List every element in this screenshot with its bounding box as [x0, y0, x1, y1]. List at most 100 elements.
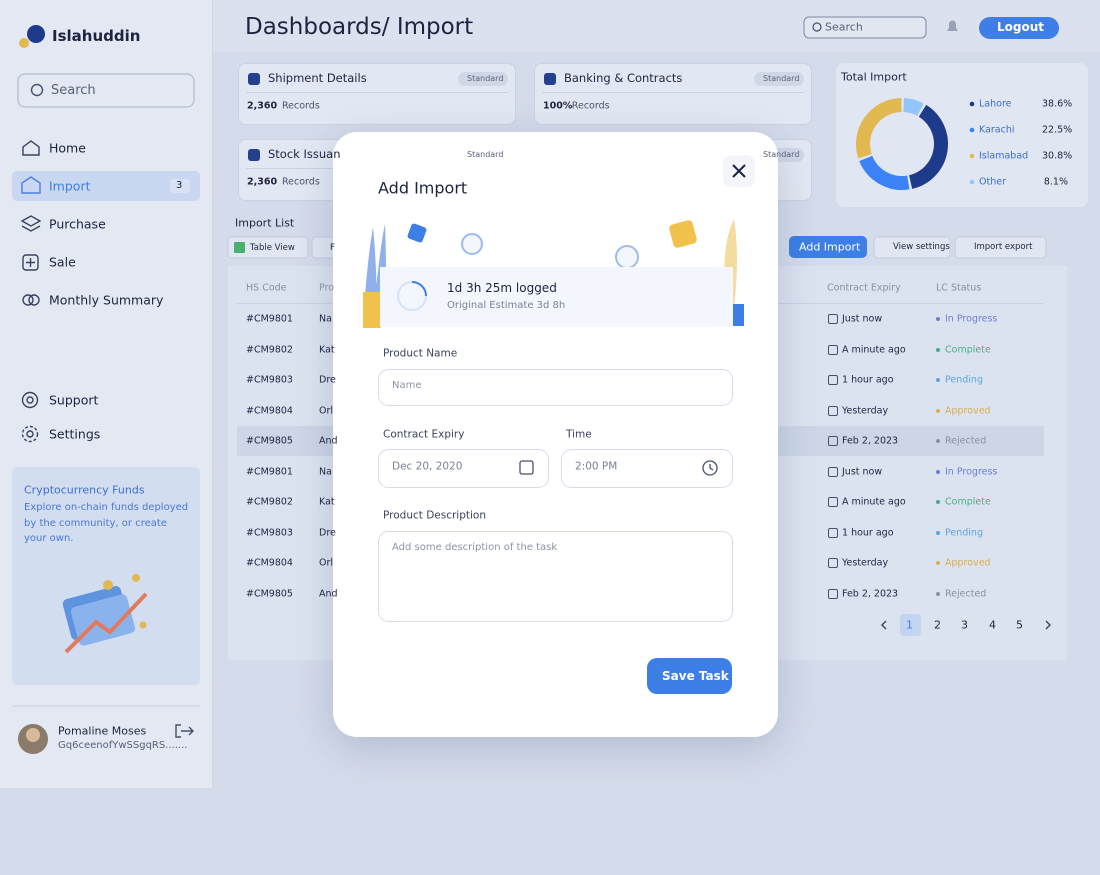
calendar-icon [519, 460, 534, 475]
status-dot [936, 378, 940, 382]
hs-code: #CM9802 [246, 343, 293, 355]
placeholder[interactable]: Name [392, 380, 422, 391]
logout-label[interactable]: Logout [997, 19, 1045, 34]
product-name: Orl [319, 404, 334, 416]
nav-item[interactable]: Settings [49, 426, 101, 442]
card-tag: Standard [467, 74, 504, 84]
time-input[interactable] [561, 449, 733, 488]
nav-item[interactable]: Support [49, 392, 99, 408]
legend-dot [969, 101, 975, 107]
calendar-icon [828, 558, 838, 568]
hs-code: #CM9801 [246, 313, 293, 325]
legend-value: 38.6% [1042, 98, 1073, 110]
logout-button[interactable] [979, 17, 1059, 39]
product-name: Dre [319, 374, 336, 386]
time-value[interactable]: 2:00 PM [575, 460, 618, 473]
nav-item[interactable]: Sale [49, 254, 76, 270]
export-label[interactable]: Import export [974, 241, 1033, 252]
view-label[interactable]: Table View [250, 242, 295, 253]
header-search-text: Search [825, 20, 863, 34]
card-divider [246, 92, 508, 93]
card-count: 2,360 [247, 100, 278, 112]
save-label[interactable]: Save Task [662, 668, 729, 683]
lc-status: Approved [945, 557, 991, 569]
save-button[interactable] [647, 658, 732, 694]
view-button[interactable] [227, 236, 309, 259]
status-dot [936, 530, 940, 535]
date-value[interactable]: Dec 20, 2020 [392, 460, 463, 473]
search-box [17, 73, 195, 108]
contract-expiry: Just now [842, 465, 883, 477]
hs-code: #CM9802 [246, 496, 293, 508]
name-input[interactable] [378, 369, 733, 406]
product-name: And [319, 435, 338, 447]
legend-label: Islamabad [979, 150, 1029, 162]
card-tag: Standard [763, 74, 800, 84]
product-name: Kat [319, 496, 335, 508]
legend-value: 30.8% [1042, 150, 1073, 162]
field-label: Time [566, 428, 592, 441]
export-button[interactable] [954, 236, 1047, 259]
lc-status: Pending [945, 526, 983, 538]
page-number[interactable]: 2 [934, 618, 941, 632]
product-name: Orl [319, 557, 334, 569]
card-tag: Standard [467, 150, 504, 160]
field-label: Contract Expiry [383, 428, 465, 441]
status-dot [936, 469, 940, 474]
close-icon [732, 164, 746, 178]
card-count: 2,360 [247, 176, 278, 188]
page-number[interactable]: 4 [989, 618, 996, 632]
date-input[interactable] [378, 449, 549, 488]
card-divider [542, 92, 804, 93]
lc-status: In Progress [945, 313, 998, 325]
section-title: Import List [235, 216, 295, 230]
promo-title: Cryptocurrency Funds [24, 483, 145, 497]
nav-item[interactable]: Import [49, 178, 91, 194]
legend-dot [969, 179, 975, 185]
nav-item[interactable]: Monthly Summary [49, 292, 164, 308]
filter-label[interactable]: F [330, 242, 335, 253]
hs-code: #CM9804 [246, 404, 293, 416]
settings-label[interactable]: View settings [893, 241, 950, 252]
description-input[interactable] [378, 531, 733, 622]
column-header: LC Status [936, 282, 982, 294]
logo [27, 25, 45, 43]
nav-item[interactable]: Home [49, 140, 86, 156]
card-title: Banking & Contracts [564, 71, 683, 86]
nav-badge: 3 [176, 180, 183, 191]
placeholder[interactable]: Add some description of the task [392, 542, 558, 553]
field-label: Product Name [383, 347, 458, 360]
logout-icon [175, 724, 194, 738]
header-search [803, 16, 927, 39]
panel-title: Total Import [841, 70, 907, 84]
contract-expiry: A minute ago [842, 496, 906, 508]
time-logged: 1d 3h 25m logged [447, 280, 557, 295]
page-number[interactable]: 5 [1016, 618, 1023, 632]
card-tag: Standard [763, 150, 800, 160]
add-import-label[interactable]: Add Import [799, 240, 861, 254]
settings-button[interactable] [873, 236, 951, 259]
field-label: Product Description [383, 509, 487, 522]
contract-expiry: Just now [842, 313, 883, 325]
add-import-button[interactable] [789, 236, 867, 258]
search-icon [812, 22, 822, 32]
card-tag-bg [458, 72, 508, 86]
lc-status: Rejected [945, 587, 987, 599]
promo-illustration [62, 574, 148, 654]
page-arrows [881, 620, 1051, 630]
contract-expiry: Feb 2, 2023 [842, 587, 899, 599]
modal-decor [363, 155, 755, 694]
nav-item[interactable]: Purchase [49, 216, 106, 232]
page-number[interactable]: 1 [906, 618, 913, 632]
nav-icons [20, 140, 42, 443]
card-icon [544, 73, 556, 85]
contract-expiry: A minute ago [842, 343, 906, 355]
page-title: Dashboards/ Import [245, 14, 474, 41]
column-header: Contract Expiry [827, 282, 901, 294]
status-dot [936, 347, 940, 352]
page-number[interactable]: 3 [961, 618, 968, 632]
donut-segment [856, 98, 902, 159]
logo [19, 38, 29, 48]
lc-status: Complete [945, 343, 991, 355]
product-name: Kat [319, 343, 335, 355]
